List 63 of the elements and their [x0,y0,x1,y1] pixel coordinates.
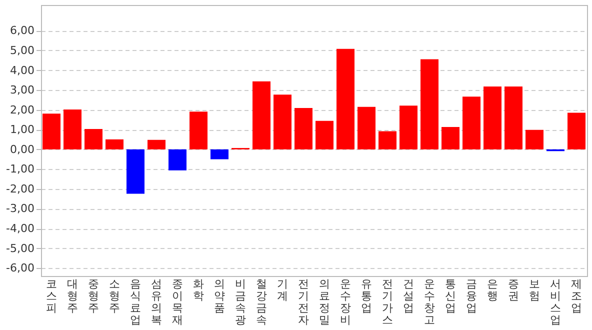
bar [568,112,586,150]
x-tick-label: 화학 [193,278,204,302]
x-tick-label: 중형주 [88,278,99,314]
x-tick-label: 금융업 [466,278,477,314]
x-tick-label: 서비스업 [550,278,561,326]
bar [400,106,418,150]
x-tick-label: 소형주 [109,278,120,314]
bar [316,120,334,150]
bar [42,114,60,150]
bar [126,149,144,194]
y-tick-label: 5,00 [10,44,34,57]
bar [336,48,354,150]
bar [252,81,270,150]
bar [358,106,376,150]
x-tick-label: 비금속광 [235,278,246,326]
bar [420,59,438,150]
y-tick-label: 6,00 [10,24,34,38]
x-tick-label: 유통업 [361,278,372,314]
x-tick-label: 코스피 [46,278,57,314]
bar [504,86,522,150]
bar [190,112,208,150]
bar [64,109,82,150]
bar [294,108,312,150]
bar [168,149,186,170]
y-tick-label: 4,00 [10,64,34,77]
y-tick-label: -5,00 [6,242,34,255]
bar [442,127,460,150]
x-tick-label: 기계 [277,278,288,302]
bar [148,140,166,150]
y-tick-label: 2,00 [10,103,34,116]
y-tick-label: -6,00 [6,262,34,275]
x-tick-label: 제조업 [571,278,582,314]
y-tick-label: -3,00 [6,202,34,216]
bar [484,86,502,150]
x-tick-label: 의료정밀 [319,278,330,326]
x-tick-label: 전기전자 [298,278,309,326]
x-tick-label: 운수장비 [340,278,351,326]
bar [462,96,480,150]
x-tick-label: 통신업 [445,278,456,314]
x-tick-label: 건설업 [403,278,414,314]
x-tick-label: 증권 [508,278,519,302]
y-tick-label: -4,00 [6,222,34,236]
bar [378,131,396,150]
y-tick-label: 3,00 [10,84,34,97]
x-tick-label: 전기가스 [382,278,393,326]
x-tick-label: 보험 [529,278,540,302]
x-tick-label: 철강금속 [256,278,267,326]
y-tick-label: -2,00 [6,182,34,196]
y-tick-label: 1,00 [10,123,34,136]
x-tick-label: 의약품 [214,278,225,314]
bar [274,94,292,150]
x-tick-label: 음식료업 [130,278,141,326]
bar [106,139,124,150]
x-tick-label: 운수창고 [424,278,435,326]
x-tick-label: 대형주 [67,278,78,314]
bar [210,149,228,160]
bar [526,130,544,150]
y-tick-label: 0,00 [10,142,34,156]
bar [84,129,102,150]
y-tick-label: -1,00 [6,162,34,176]
x-tick-label: 종이목재 [172,278,183,326]
x-tick-label: 섬유의복 [151,278,162,326]
x-tick-label: 은행 [487,278,498,302]
